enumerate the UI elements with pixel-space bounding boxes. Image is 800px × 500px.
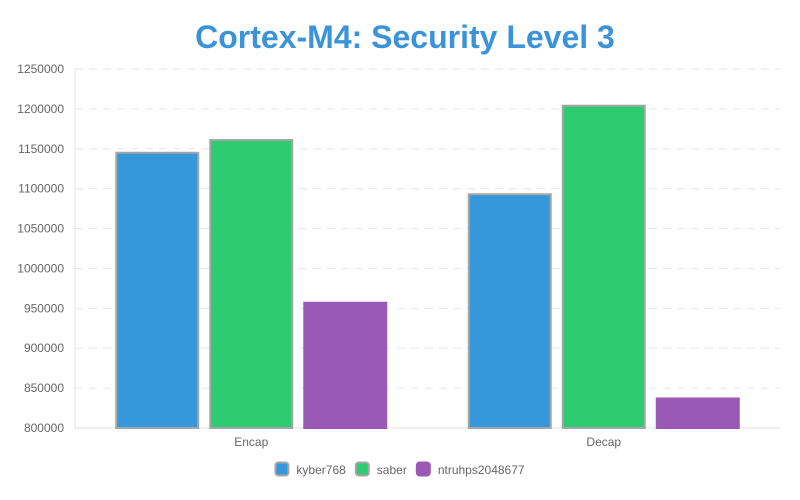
y-tick-label: 1050000 [17,222,64,236]
bar-saber-decap[interactable] [561,104,646,429]
bars [115,104,740,430]
y-tick-label: 1100000 [18,182,64,196]
legend-label-kyber768: kyber768 [296,463,346,477]
bar-kyber768-encap[interactable] [115,151,200,429]
x-tick-labels: Encap Decap [234,435,621,449]
y-tick-label: 1150000 [18,142,64,156]
bar-ntruhps2048677-encap[interactable] [303,301,388,430]
legend-swatch-kyber768[interactable] [274,461,290,477]
y-tick-label: 950000 [24,301,64,315]
x-tick-label: Decap [586,435,621,449]
bar-saber-encap[interactable] [209,139,294,429]
y-tick-label: 800000 [24,421,64,435]
y-tick-label: 900000 [24,341,64,355]
bar-kyber768-decap[interactable] [467,193,552,429]
legend-label-ntruhps2048677: ntruhps2048677 [438,463,525,477]
chart-title: Cortex-M4: Security Level 3 [195,19,615,55]
legend-label-saber: saber [377,463,407,477]
legend: kyber768 saber ntruhps2048677 [274,461,525,477]
x-tick-label: Encap [234,435,268,449]
y-tick-label: 1200000 [17,102,64,116]
legend-swatch-saber[interactable] [354,461,370,477]
legend-swatch-ntruhps2048677[interactable] [415,461,431,477]
y-tick-label: 1000000 [17,261,64,275]
y-tick-label: 1250000 [17,62,64,76]
y-tick-label: 850000 [24,381,64,395]
bar-ntruhps2048677-decap[interactable] [655,397,740,429]
